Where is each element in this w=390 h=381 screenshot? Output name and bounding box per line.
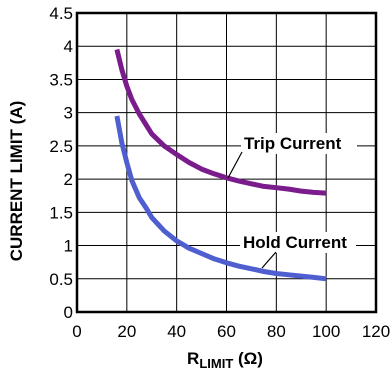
hold-current-label-bg — [240, 232, 356, 253]
y-tick-label: 4.5 — [49, 4, 73, 23]
x-axis-title-main: R — [187, 349, 199, 368]
trip-current-annotation: Trip Current — [244, 134, 342, 153]
trip-current-leader-line — [227, 151, 243, 179]
x-axis-title-subscript: LIMIT — [199, 356, 233, 371]
trip-current-line — [114, 48, 327, 196]
x-tick-label: 0 — [72, 322, 81, 341]
hold-current-annotation: Hold Current — [243, 233, 347, 252]
annotations: Trip Current Hold Current — [227, 133, 357, 269]
hold-current-leader-line — [261, 251, 277, 269]
x-tick-labels: 0 20 40 60 80 100 120 — [72, 322, 390, 341]
x-tick-label: 120 — [362, 322, 390, 341]
y-tick-label: 3.5 — [49, 70, 73, 89]
hold-current-line — [114, 115, 327, 282]
series-layer — [114, 48, 327, 282]
plot-frame — [75, 11, 378, 314]
y-tick-label: 0.5 — [49, 270, 73, 289]
y-axis-title: CURRENT LIMIT (A) — [7, 101, 26, 262]
x-tick-label: 60 — [217, 322, 236, 341]
x-tick-label: 40 — [167, 322, 186, 341]
y-tick-label: 1.5 — [49, 203, 73, 222]
y-tick-label: 4 — [64, 37, 73, 56]
grid — [77, 13, 376, 312]
y-tick-label: 0 — [64, 303, 73, 322]
y-tick-label: 1 — [64, 237, 73, 256]
trip-current-label-bg — [241, 133, 357, 154]
x-axis-title: RLIMIT (Ω) — [187, 349, 263, 371]
x-tick-label: 100 — [312, 322, 340, 341]
y-tick-label: 2.5 — [49, 137, 73, 156]
x-tick-label: 20 — [117, 322, 136, 341]
y-tick-label: 3 — [64, 104, 73, 123]
y-tick-labels: 0 0.5 1 1.5 2 2.5 3 3.5 4 4.5 — [49, 4, 73, 322]
x-tick-label: 80 — [267, 322, 286, 341]
x-axis-title-unit: (Ω) — [233, 349, 263, 368]
y-tick-label: 2 — [64, 170, 73, 189]
